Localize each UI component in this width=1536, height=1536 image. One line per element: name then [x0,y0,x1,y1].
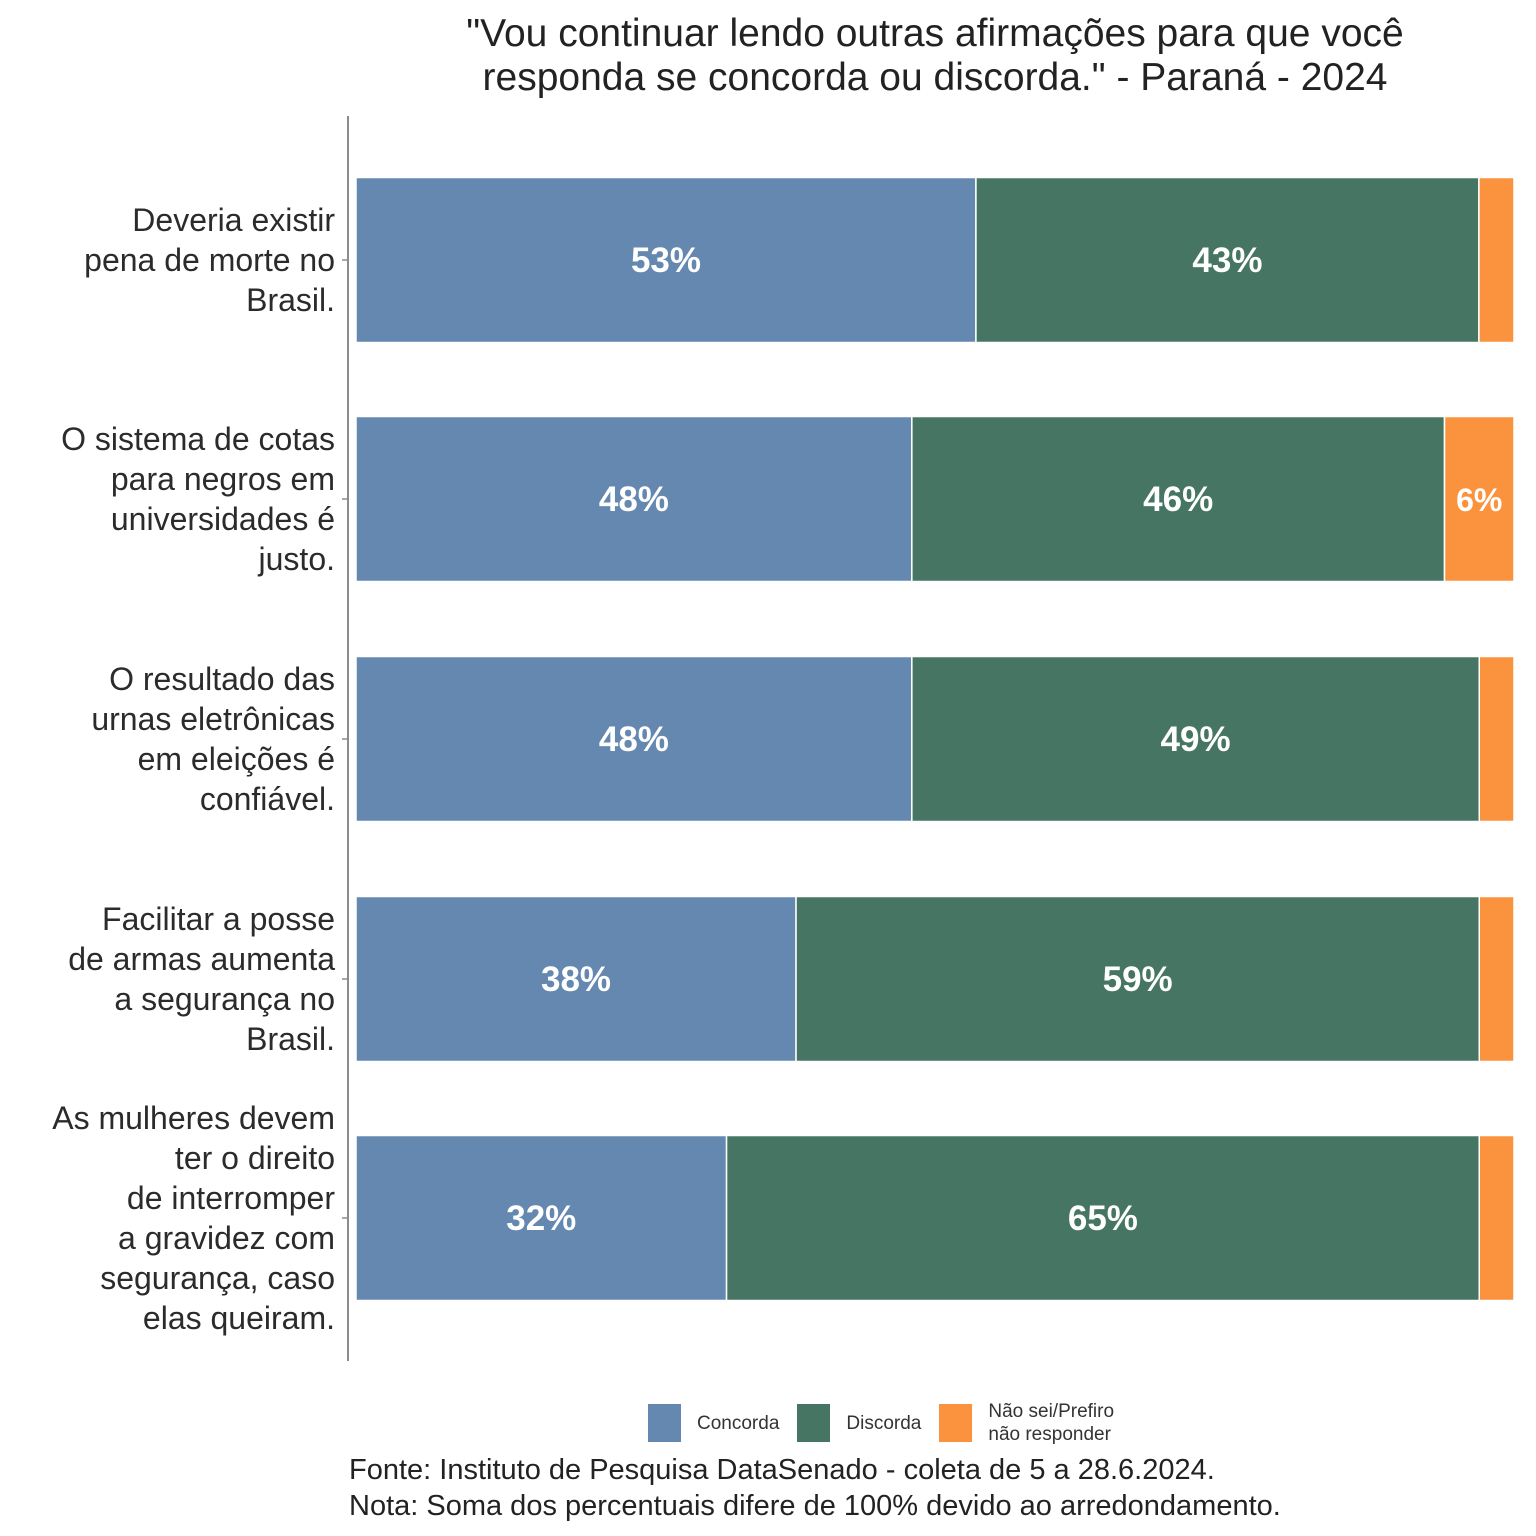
bar-segment-n-o-sei [1478,655,1515,823]
bar-segment-concorda [355,1134,728,1302]
legend-label: Concorda [697,1412,779,1435]
footer: Fonte: Instituto de Pesquisa DataSenado … [349,1452,1281,1524]
legend-swatch [797,1404,831,1442]
legend-label-line: Não sei/Prefiro [988,1401,1115,1422]
data-label: 49% [1161,720,1231,759]
y-axis-label-line: As mulheres devem [52,1100,335,1136]
legend-item: Concorda [648,1404,779,1442]
data-label: 43% [1192,241,1262,280]
bar-segment-n-o-sei [1478,1134,1515,1302]
y-axis-label: O resultado das urnas eletrônicas em eleiç… [91,659,335,819]
y-axis-label-line: a segurança no [114,981,335,1017]
y-axis-label-line: Brasil. [246,1021,335,1057]
bar-segment-discorda [911,655,1481,823]
y-axis-label: Facilitar a posse de armas aumenta a segur… [68,899,335,1059]
y-axis-label: As mulheres devem ter o direito de interro… [52,1098,335,1338]
y-axis-label-line: Facilitar a posse [102,901,335,937]
data-label: 6% [1456,482,1502,518]
footer-source: Fonte: Instituto de Pesquisa DataSenado … [349,1454,1215,1486]
y-axis-label-line: O sistema de cotas [61,421,335,457]
y-axis-label-line: para negros em [110,461,335,497]
data-label: 59% [1103,960,1173,999]
legend-label: Discorda [846,1412,921,1435]
legend-label-line: Concorda [697,1412,780,1434]
y-axis-label-line: justo. [258,541,335,577]
data-label: 46% [1143,480,1213,519]
legend-item: Discorda [797,1404,921,1442]
legend: Concorda Discorda Não sei/Prefiro não respo… [648,1400,1132,1446]
y-axis-label-line: pena de morte no [84,242,335,278]
y-axis-label-line: O resultado das [109,661,335,697]
legend-swatch [939,1404,973,1442]
bar-segment-concorda [355,176,977,344]
y-axis-label-line: elas queiram. [142,1300,335,1336]
y-axis-label: Deveria existir pena de morte no Brasil. [84,200,335,320]
y-axis-label-line: a gravidez com [118,1220,335,1256]
footer-note: Nota: Soma dos percentuais difere de 100… [349,1490,1281,1522]
y-axis-label-line: segurança, caso [100,1260,335,1296]
bar-segment-concorda [355,415,913,583]
bar-segment-n-o-sei [1443,415,1515,583]
bar-segment-concorda [355,655,913,823]
y-axis-label-line: em eleições é [137,741,335,777]
y-axis-label-line: universidades é [110,501,335,537]
data-label: 53% [631,241,701,280]
chart-title-line-1: "Vou continuar lendo outras afirmações p… [466,12,1404,55]
data-label: 38% [541,960,611,999]
chart-title: "Vou continuar lendo outras afirmações p… [380,12,1490,100]
chart-title-line-2: responda se concorda ou discorda." - Par… [482,56,1388,99]
y-axis-label-line: urnas eletrônicas [91,701,335,737]
y-axis-label: O sistema de cotas para negros em universi… [61,419,335,579]
y-axis-label-line: de interromper [126,1180,335,1216]
data-label: 48% [599,480,669,519]
legend-label-line: não responder [988,1424,1111,1445]
legend-item: Não sei/Prefiro não responder [939,1400,1114,1446]
bar-segment-discorda [795,895,1481,1063]
data-label: 65% [1068,1199,1138,1238]
y-axis-label-line: Brasil. [246,282,335,318]
bar-segment-discorda [975,176,1480,344]
data-label: 48% [599,720,669,759]
legend-label: Não sei/Prefiro não responder [988,1400,1114,1446]
legend-label-line: Discorda [846,1412,922,1434]
bar-segment-n-o-sei [1478,176,1515,344]
legend-swatch [648,1404,681,1442]
y-axis-label-line: ter o direito [174,1140,335,1176]
y-axis-label-line: confiável. [199,781,335,817]
y-axis-label-line: de armas aumenta [68,941,335,977]
bar-segment-discorda [725,1134,1481,1302]
data-label: 32% [506,1199,576,1238]
y-axis-label-line: Deveria existir [132,202,335,238]
bar-segment-n-o-sei [1478,895,1515,1063]
